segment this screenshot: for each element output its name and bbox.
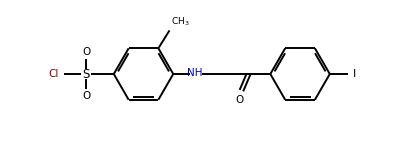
Text: O: O [82,92,90,101]
Text: O: O [82,46,90,57]
Text: S: S [82,68,90,81]
Text: I: I [353,69,357,79]
Text: NH: NH [187,68,203,78]
Text: CH$_3$: CH$_3$ [171,15,190,28]
Text: O: O [235,95,244,105]
Text: Cl: Cl [49,69,59,79]
